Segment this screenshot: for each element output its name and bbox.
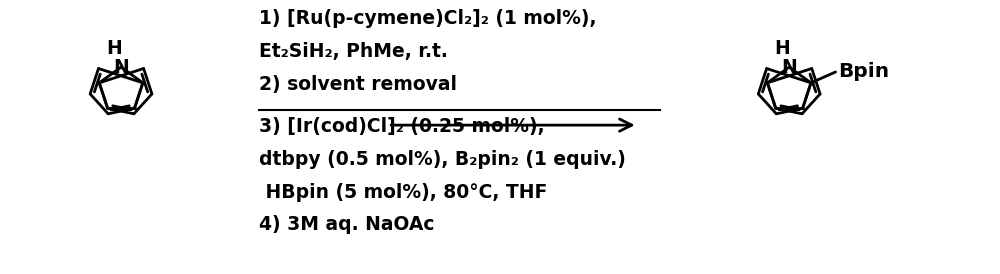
Text: HBpin (5 mol%), 80°C, THF: HBpin (5 mol%), 80°C, THF (259, 182, 547, 202)
Text: H: H (775, 39, 790, 58)
Text: H: H (106, 39, 122, 58)
Text: 2) solvent removal: 2) solvent removal (259, 75, 457, 94)
Text: Et₂SiH₂, PhMe, r.t.: Et₂SiH₂, PhMe, r.t. (259, 42, 448, 61)
Text: 4) 3M aq. NaOAc: 4) 3M aq. NaOAc (259, 215, 434, 234)
Text: 1) [Ru(p-cymene)Cl₂]₂ (1 mol%),: 1) [Ru(p-cymene)Cl₂]₂ (1 mol%), (259, 9, 596, 28)
Text: N: N (113, 58, 129, 77)
Text: Bpin: Bpin (839, 62, 890, 81)
Text: N: N (781, 58, 797, 77)
Text: dtbpy (0.5 mol%), B₂pin₂ (1 equiv.): dtbpy (0.5 mol%), B₂pin₂ (1 equiv.) (259, 150, 626, 169)
Text: 3) [Ir(cod)Cl]₂ (0.25 mol%),: 3) [Ir(cod)Cl]₂ (0.25 mol%), (259, 117, 544, 136)
